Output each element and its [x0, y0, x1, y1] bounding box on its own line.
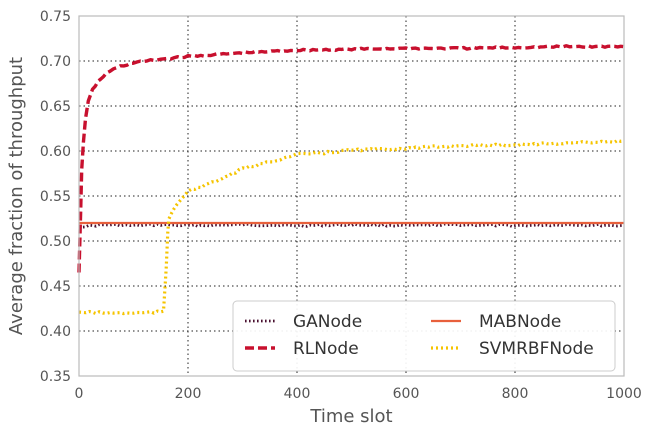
y-tick-label: 0.40: [40, 324, 71, 340]
x-tick-label: 200: [175, 386, 202, 402]
y-tick-label: 0.70: [40, 54, 71, 70]
plot-frame: [78, 15, 625, 377]
series-line-ganode: [78, 222, 625, 229]
legend-label-svmrbfnode: SVMRBFNode: [479, 339, 594, 359]
legend-label-ganode: GANode: [293, 312, 362, 332]
grid-lines: [79, 16, 624, 376]
legend-label-rlnode: RLNode: [293, 339, 359, 359]
legend-box: [232, 300, 616, 372]
x-tick-label: 0: [75, 386, 84, 402]
x-tick-label: 1000: [606, 386, 642, 402]
x-tick-labels: 0 200 400 600 800 1000: [75, 386, 642, 402]
series-line-rlnode: [77, 44, 625, 273]
y-tick-label: 0.35: [40, 369, 71, 385]
series-group: [77, 44, 625, 316]
x-tick-label: 600: [393, 386, 420, 402]
y-tick-label: 0.65: [40, 99, 71, 115]
y-tick-label: 0.60: [40, 144, 71, 160]
y-tick-label: 0.75: [40, 9, 71, 25]
y-tick-label: 0.45: [40, 279, 71, 295]
x-tick-label: 800: [502, 386, 529, 402]
y-tick-label: 0.50: [40, 234, 71, 250]
x-axis-label: Time slot: [309, 406, 392, 427]
legend: GANode RLNode MABNode SVMRBFNode: [232, 300, 616, 372]
x-tick-label: 400: [284, 386, 311, 402]
y-axis-label: Average fraction of throughput: [6, 57, 27, 335]
y-tick-label: 0.55: [40, 189, 71, 205]
legend-label-mabnode: MABNode: [479, 312, 561, 332]
y-tick-labels: 0.35 0.40 0.45 0.50 0.55 0.60 0.65 0.70 0.75: [40, 9, 71, 385]
